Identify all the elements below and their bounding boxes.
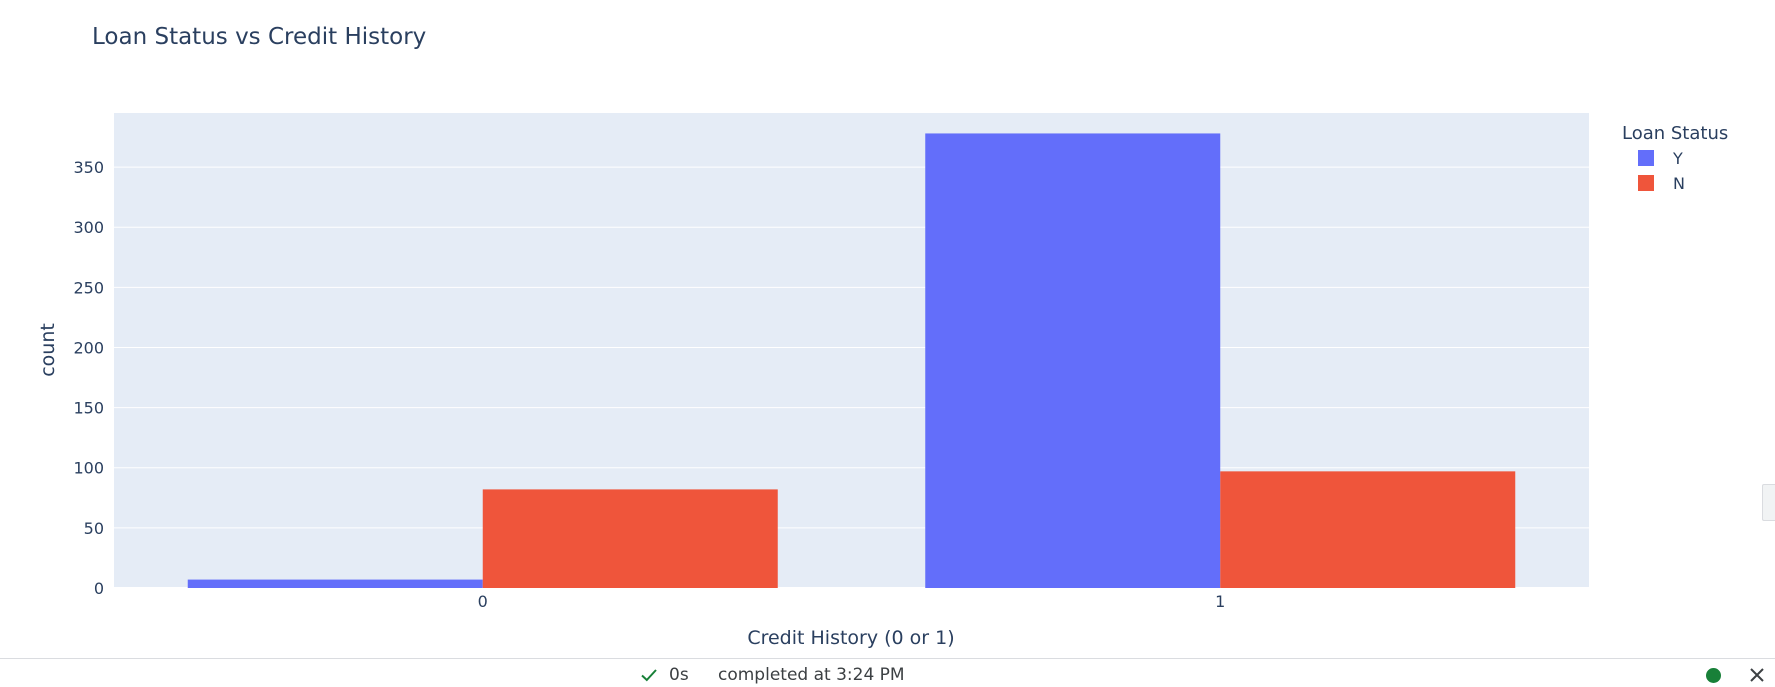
completed-time: completed at 3:24 PM	[718, 665, 905, 685]
y-tick-label: 350	[73, 158, 104, 177]
legend-title: Loan Status	[1622, 123, 1728, 144]
legend-swatch-y[interactable]	[1638, 150, 1654, 166]
execution-duration: 0s	[669, 665, 689, 685]
y-tick-label: 150	[73, 399, 104, 418]
status-bar: 0s completed at 3:24 PM	[0, 658, 1775, 687]
y-axis-ticks: 0 50 100 150 200 250 300 350	[73, 158, 104, 598]
status-indicator-dot	[1706, 668, 1721, 683]
chart-title: Loan Status vs Credit History	[92, 24, 426, 50]
x-tick-label: 1	[1215, 592, 1225, 611]
bar-n-0	[482, 489, 778, 588]
bars	[187, 133, 1516, 588]
check-icon	[641, 669, 657, 682]
bar-n-1	[1220, 471, 1516, 588]
bar-y-1	[925, 133, 1221, 588]
legend-label-y[interactable]: Y	[1672, 149, 1683, 168]
bar-chart: Loan Status vs Credit History 0 50 100 150 2…	[37, 24, 1728, 649]
legend-label-n[interactable]: N	[1673, 174, 1685, 193]
y-axis-title: count	[37, 323, 59, 377]
output-scroll-handle[interactable]	[1762, 484, 1775, 521]
close-icon[interactable]	[1748, 666, 1766, 684]
legend-swatch-n[interactable]	[1638, 175, 1654, 191]
bar-y-0	[187, 579, 483, 588]
x-axis-title: Credit History (0 or 1)	[747, 627, 954, 649]
y-tick-label: 300	[73, 218, 104, 237]
y-tick-label: 250	[73, 278, 104, 297]
y-tick-label: 50	[84, 519, 104, 538]
y-tick-label: 200	[73, 338, 104, 357]
legend: Loan Status YN	[1622, 123, 1728, 193]
y-tick-label: 100	[73, 459, 104, 478]
y-tick-label: 0	[94, 579, 104, 598]
x-tick-label: 0	[478, 592, 488, 611]
